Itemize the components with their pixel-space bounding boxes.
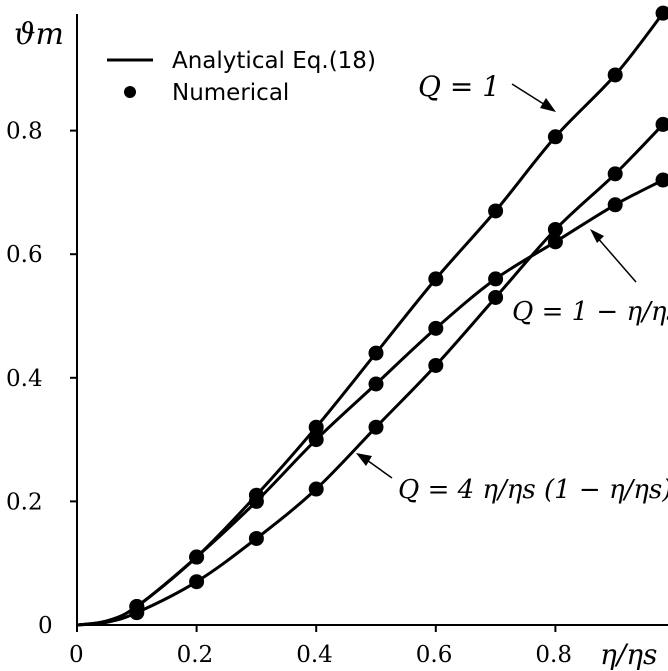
legend-entry-analytical: Analytical Eq.(18) <box>172 48 376 74</box>
annotation-q2: Q = 1 − η/ηs <box>512 229 668 327</box>
data-point-s1 <box>428 271 444 287</box>
svg-text:Q = 1: Q = 1 <box>418 70 500 103</box>
legend-marker-swatch <box>124 86 136 98</box>
data-point-s1 <box>488 203 504 219</box>
y-tick-label: 0 <box>38 613 53 639</box>
data-point-s3 <box>428 357 444 373</box>
legend: Analytical Eq.(18) Numerical <box>107 48 376 106</box>
data-point-s3 <box>129 605 145 621</box>
data-point-s2 <box>308 432 324 448</box>
ticks: 0 0.2 0.4 0.6 0.8 0 0.2 0.4 0.6 0.8 <box>6 119 572 668</box>
x-tick-label: 0.8 <box>535 642 572 668</box>
data-point-s3 <box>655 116 668 132</box>
data-point-s1 <box>368 345 384 361</box>
data-point-s3 <box>308 481 324 497</box>
legend-entry-numerical: Numerical <box>172 80 289 106</box>
data-point-s2 <box>368 376 384 392</box>
data-point-s2 <box>428 320 444 336</box>
data-point-s3 <box>368 419 384 435</box>
data-point-s2 <box>248 493 264 509</box>
data-point-s2 <box>547 234 563 250</box>
y-tick-label: 0.8 <box>6 119 43 145</box>
data-point-s1 <box>607 67 623 83</box>
x-axis-label: η/ηs <box>600 638 657 671</box>
series-markers <box>129 5 668 621</box>
data-point-s2 <box>189 549 205 565</box>
svg-text:Q = 1 − η/ηs: Q = 1 − η/ηs <box>512 297 668 327</box>
data-point-s3 <box>248 530 264 546</box>
annotation-q1: Q = 1 <box>418 70 556 112</box>
data-point-s3 <box>488 289 504 305</box>
data-point-s2 <box>655 172 668 188</box>
y-tick-label: 0.2 <box>6 489 43 515</box>
data-point-s1 <box>547 129 563 145</box>
data-point-s1 <box>655 5 668 21</box>
data-point-s3 <box>547 221 563 237</box>
series-line-3 <box>76 123 665 627</box>
data-point-s2 <box>488 271 504 287</box>
y-tick-label: 0.4 <box>6 366 43 392</box>
data-point-s1 <box>308 419 324 435</box>
data-point-s3 <box>607 166 623 182</box>
annotation-q3: Q = 4 η/ηs (1 − η/ηs) <box>356 453 668 505</box>
x-tick-label: 0.2 <box>177 642 214 668</box>
data-point-s3 <box>189 574 205 590</box>
y-tick-label: 0.6 <box>6 242 43 268</box>
svg-text:Q = 4 η/ηs (1 − η/ηs): Q = 4 η/ηs (1 − η/ηs) <box>398 475 668 505</box>
y-axis-label: ϑm <box>14 17 64 52</box>
series-line-2 <box>76 178 664 627</box>
x-tick-label: 0.4 <box>296 642 333 668</box>
data-point-s2 <box>607 197 623 213</box>
x-tick-label: 0 <box>69 642 84 668</box>
x-tick-label: 0.6 <box>416 642 453 668</box>
